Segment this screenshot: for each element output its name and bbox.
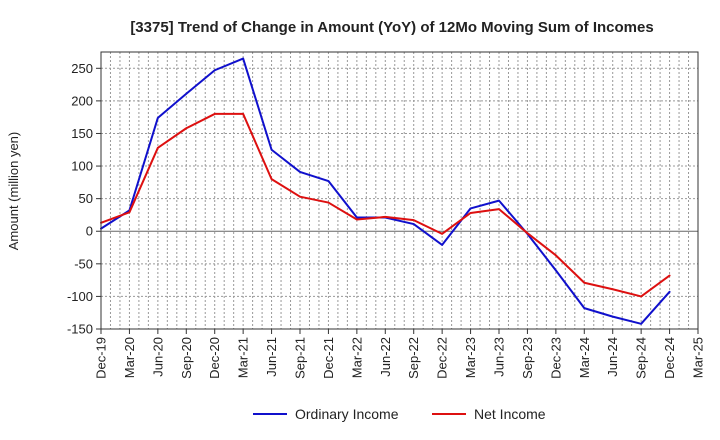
legend: Ordinary Income Net Income <box>253 406 546 422</box>
y-tick-label: 50 <box>79 191 93 206</box>
y-tick-label: 200 <box>71 93 93 108</box>
x-tick-label: Sep-20 <box>179 337 194 379</box>
y-tick-label: -100 <box>67 289 93 304</box>
x-tick-label: Sep-21 <box>293 337 308 379</box>
y-tick-label: 250 <box>71 61 93 76</box>
x-tick-label: Sep-23 <box>520 337 535 379</box>
x-tick-label: Jun-24 <box>605 337 620 377</box>
legend-label-ordinary-income: Ordinary Income <box>295 406 399 422</box>
x-tick-label: Jun-22 <box>378 337 393 377</box>
x-tick-label: Mar-24 <box>577 337 592 378</box>
x-tick-label: Jun-23 <box>492 337 507 377</box>
x-tick-label: Jun-20 <box>150 337 165 377</box>
x-tick-label: Dec-22 <box>435 337 450 379</box>
x-tick-label: Mar-25 <box>691 337 706 378</box>
legend-label-net-income: Net Income <box>474 406 546 422</box>
y-tick-label: 100 <box>71 159 93 174</box>
x-tick-label: Sep-22 <box>406 337 421 379</box>
x-tick-label: Dec-20 <box>207 337 222 379</box>
x-tick-label: Sep-24 <box>634 337 649 379</box>
x-tick-label: Mar-22 <box>349 337 364 378</box>
y-tick-label: 0 <box>86 224 93 239</box>
y-axis-label: Amount (million yen) <box>6 132 21 251</box>
x-tick-label: Dec-23 <box>548 337 563 379</box>
x-tick-label: Mar-21 <box>236 337 251 378</box>
series-lines <box>100 57 671 325</box>
y-axis: 250 200 150 100 50 0 -50 -100 -150 <box>67 61 101 337</box>
chart-title: [3375] Trend of Change in Amount (YoY) o… <box>130 19 653 36</box>
y-tick-label: 150 <box>71 126 93 141</box>
y-tick-label: -50 <box>74 256 93 271</box>
x-axis: Dec-19 Mar-20 Jun-20 Sep-20 Dec-20 Mar-21 Jun-… <box>94 329 706 379</box>
series-line-ordinary-income <box>100 57 671 325</box>
x-tick-label: Jun-21 <box>264 337 279 377</box>
x-tick-label: Dec-19 <box>94 337 109 379</box>
y-tick-label: -150 <box>67 322 93 337</box>
plot-frame <box>100 51 699 330</box>
x-tick-label: Dec-21 <box>321 337 336 379</box>
x-tick-label: Mar-20 <box>122 337 137 378</box>
x-tick-label: Dec-24 <box>662 337 677 379</box>
series-line-net-income <box>100 112 671 298</box>
x-tick-label: Mar-23 <box>463 337 478 378</box>
